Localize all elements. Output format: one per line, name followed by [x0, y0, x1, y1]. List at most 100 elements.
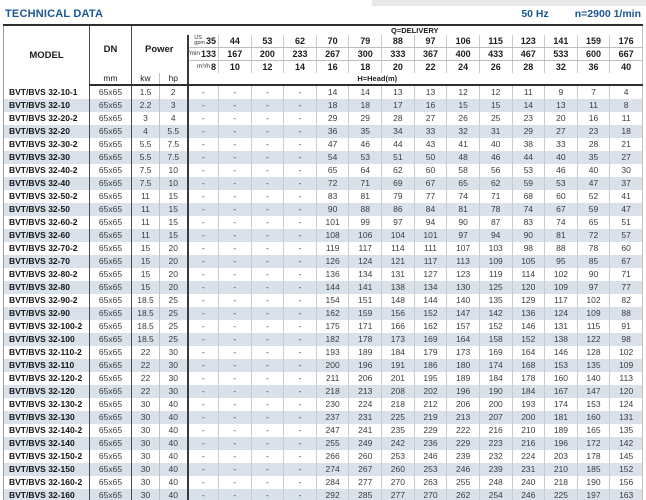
- head-value: -: [283, 255, 317, 268]
- head-value: 206: [348, 372, 382, 385]
- power-hp-value: 10: [158, 177, 188, 190]
- head-value: 196: [544, 437, 578, 450]
- head-value: 200: [478, 398, 512, 411]
- flow-rate-value: 16: [315, 60, 349, 73]
- head-value: 106: [348, 229, 382, 242]
- head-value: -: [218, 203, 252, 216]
- m3h-header-row: m³/h 8 10 12 14 16 18 20 22 24 26 28 32 36 40: [4, 60, 643, 73]
- head-value: -: [218, 242, 252, 255]
- flow-rate-value: 40: [609, 60, 643, 73]
- head-value: -: [283, 463, 317, 476]
- head-value: 225: [544, 489, 578, 500]
- head-value: 11: [511, 85, 545, 99]
- dn-value: 65x65: [89, 320, 132, 333]
- head-value: 128: [576, 346, 610, 359]
- head-value: -: [283, 203, 317, 216]
- head-value: -: [250, 359, 284, 372]
- dn-value: 65x65: [89, 281, 132, 294]
- head-value: 34: [381, 125, 415, 138]
- lmin-first-value: 133: [200, 49, 217, 59]
- head-value: 46: [544, 164, 578, 177]
- flow-rate-value: 36: [576, 60, 610, 73]
- head-value: 218: [544, 476, 578, 489]
- head-value: 237: [315, 411, 349, 424]
- power-kw-value: 2.2: [131, 99, 160, 112]
- head-value: -: [250, 398, 284, 411]
- table-row: BVT/BVS 32-150 65x65 30 40- - - -274 267 260 253 2…: [3, 463, 643, 476]
- head-value: 14: [348, 85, 382, 99]
- head-value: 151: [348, 294, 382, 307]
- head-value: 131: [544, 320, 578, 333]
- head-value: 242: [381, 437, 415, 450]
- head-value: 165: [576, 424, 610, 437]
- head-value: -: [218, 411, 252, 424]
- head-value: 88: [544, 242, 578, 255]
- lmin-unit-cell: l/min 133: [186, 47, 219, 61]
- head-value: -: [186, 85, 219, 99]
- power-hp-value: 25: [158, 307, 188, 320]
- power-kw-value: 1.5: [131, 85, 160, 99]
- head-value: 51: [609, 216, 643, 229]
- head-value: -: [186, 307, 219, 320]
- head-value: -: [186, 138, 219, 151]
- head-value: 90: [315, 203, 349, 216]
- power-kw-value: 7.5: [131, 164, 160, 177]
- power-kw-value: 30: [131, 437, 160, 450]
- head-value: 124: [544, 307, 578, 320]
- power-kw-value: 22: [131, 359, 160, 372]
- head-value: -: [218, 320, 252, 333]
- column-header-model: MODEL: [29, 50, 64, 61]
- head-value: 21: [609, 138, 643, 151]
- head-value: 11: [576, 99, 610, 112]
- head-value: 113: [609, 372, 643, 385]
- head-value: 196: [446, 385, 480, 398]
- dn-value: 65x65: [89, 255, 132, 268]
- table-row: BVT/BVS 32-20 65x65 4 5.5- - - -36 35 34 33 32 31 29…: [3, 125, 643, 138]
- head-value: 270: [413, 489, 447, 500]
- model-name: BVT/BVS 32-160: [9, 490, 75, 500]
- head-value: 71: [609, 268, 643, 281]
- head-value: -: [218, 125, 252, 138]
- column-header-power: Power: [130, 25, 188, 73]
- model-name: BVT/BVS 32-40-2: [9, 165, 78, 175]
- power-hp-value: 5.5: [158, 125, 188, 138]
- head-value: 201: [381, 372, 415, 385]
- power-kw-value: 18.5: [131, 307, 160, 320]
- power-hp-value: 40: [158, 463, 188, 476]
- table-row: BVT/BVS 32-100-2 65x65 18.5 25- - - -175 171 166…: [4, 320, 643, 333]
- head-value: 53: [348, 151, 382, 164]
- head-value: 135: [478, 294, 512, 307]
- head-value: 72: [576, 229, 610, 242]
- lmin-header-row: l/min 133 167 200 233 267 300 333 367 400 433 467…: [4, 47, 643, 61]
- head-value: 212: [413, 398, 447, 411]
- power-kw-value: 30: [131, 424, 160, 437]
- head-value: -: [218, 489, 252, 500]
- head-value: 122: [576, 333, 610, 346]
- head-value: 148: [381, 294, 415, 307]
- head-value: -: [186, 476, 219, 489]
- head-value: 219: [413, 411, 447, 424]
- head-value: 30: [609, 164, 643, 177]
- head-value: 239: [478, 463, 512, 476]
- head-value: 65: [576, 216, 610, 229]
- head-value: -: [250, 216, 284, 229]
- power-hp-value: 40: [158, 476, 188, 489]
- gpm-header-row: US gpm 35 44 53 62 70 79 88 97 106 115 123 141 159 17…: [4, 35, 643, 48]
- head-value: -: [218, 450, 252, 463]
- head-value: 267: [348, 463, 382, 476]
- power-hp-value: 15: [158, 229, 188, 242]
- power-hp-label: hp: [158, 73, 188, 86]
- head-value: -: [250, 476, 284, 489]
- head-value: 152: [609, 463, 643, 476]
- head-value: 91: [609, 320, 643, 333]
- head-value: 44: [511, 151, 545, 164]
- table-row: BVT/BVS 32-10 65x65 2.2 3- - - -18 18 17 16 15 15 14…: [3, 99, 643, 112]
- head-value: 131: [381, 268, 415, 281]
- dn-value: 65x65: [89, 190, 132, 203]
- head-value: 253: [413, 463, 447, 476]
- dn-value: 65x65: [89, 333, 132, 346]
- head-value: 175: [315, 320, 349, 333]
- head-value: -: [186, 164, 219, 177]
- head-value: 23: [576, 125, 610, 138]
- head-value: 260: [348, 450, 382, 463]
